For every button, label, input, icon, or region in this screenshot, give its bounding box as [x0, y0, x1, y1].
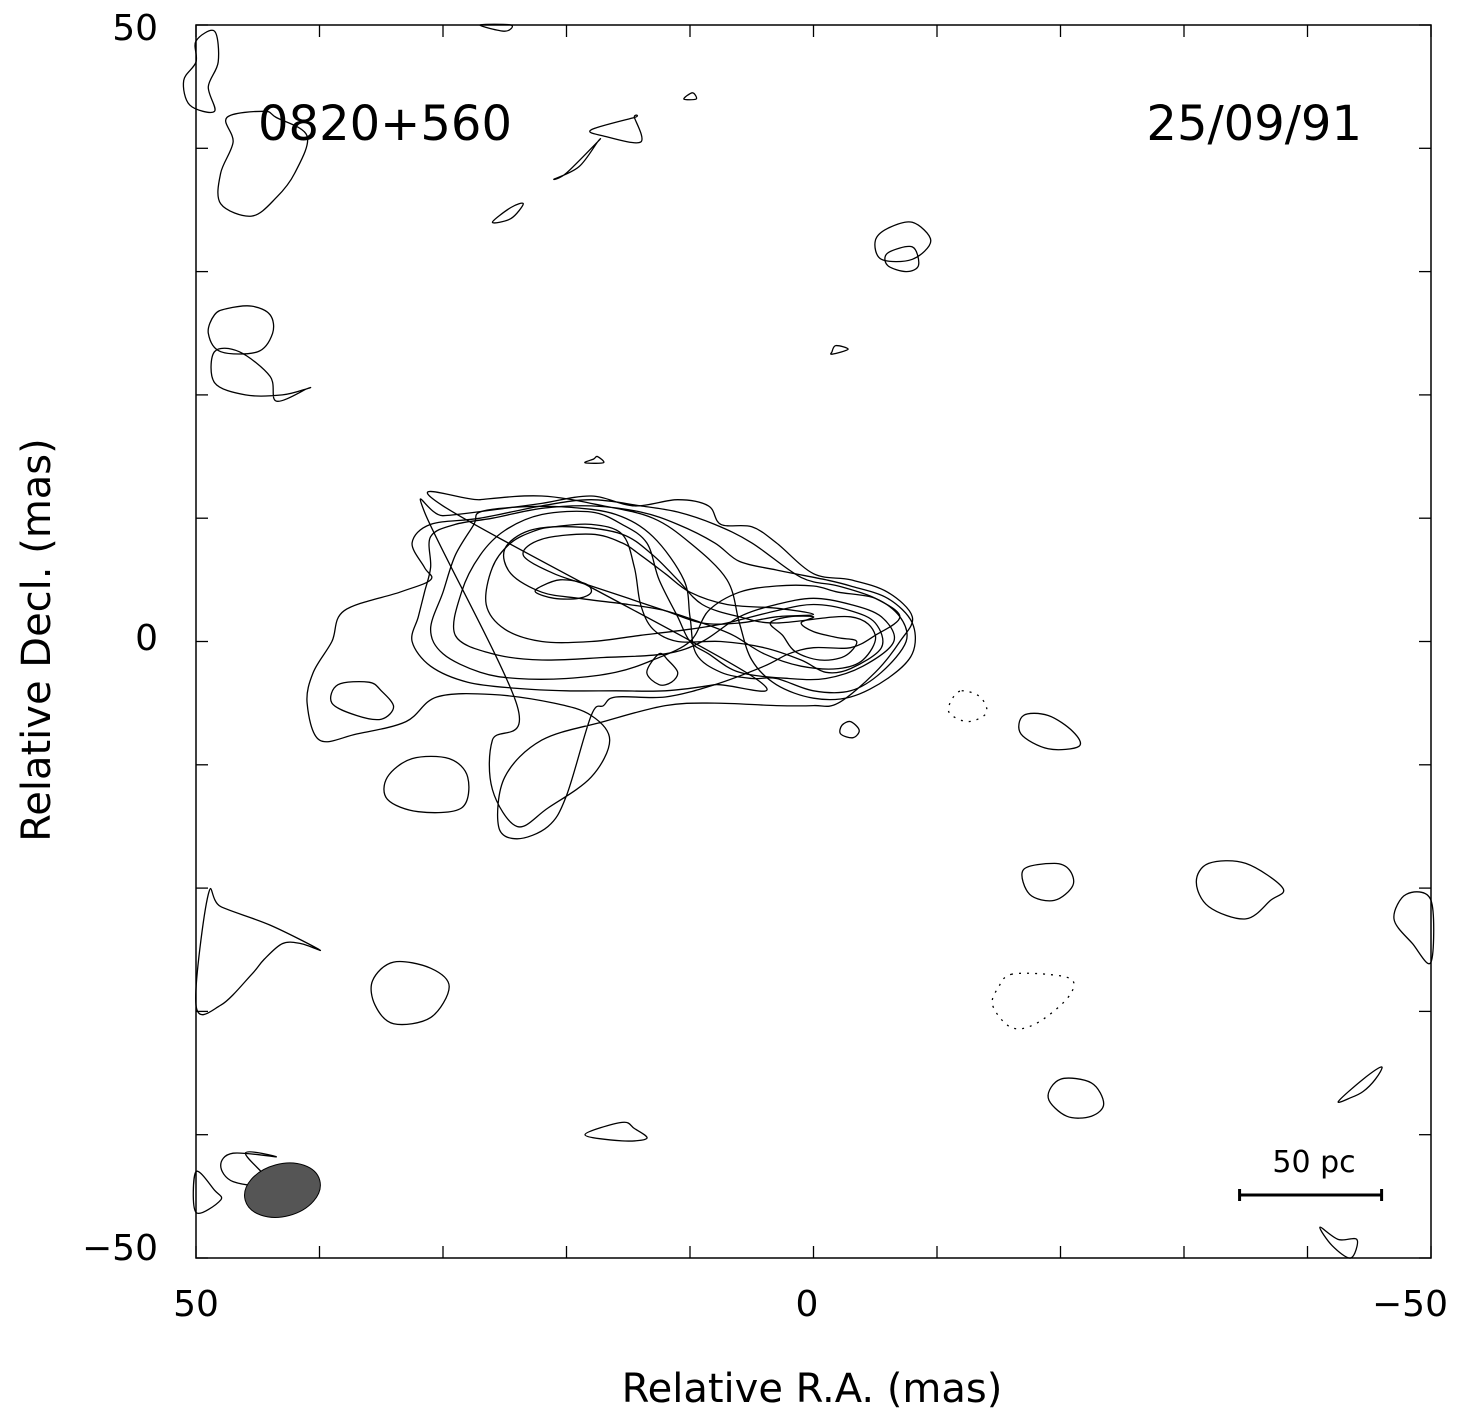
contour-27: [210, 347, 312, 402]
contour-2: [429, 505, 908, 694]
contour-0: [306, 495, 914, 840]
contour-8: [534, 579, 593, 600]
epoch-label: 25/09/91: [1146, 96, 1362, 152]
contour-22: [584, 1121, 648, 1142]
contour-39: [884, 245, 920, 273]
contour-37: [589, 114, 643, 144]
contour-21: [1337, 1066, 1383, 1104]
source-name-label: 0820+560: [258, 96, 512, 152]
contour-34: [217, 110, 309, 217]
contour-26: [195, 887, 322, 1016]
contour-11: [839, 720, 860, 739]
x-tick-label-left: 50: [173, 1284, 219, 1325]
contour-4: [485, 523, 884, 674]
scale-bar-label: 50 pc: [1272, 1145, 1355, 1180]
plot-frame: [195, 24, 1432, 1259]
contour-38: [553, 138, 602, 181]
contour-35: [479, 23, 514, 32]
contour-9: [330, 680, 395, 721]
contour-7: [769, 615, 858, 661]
x-tick-label-right: −50: [1372, 1284, 1448, 1325]
beam-ellipse: [244, 1162, 321, 1218]
contour-17: [370, 960, 450, 1026]
x-axis-label: Relative R.A. (mas): [622, 1366, 1003, 1412]
contour-20: [1047, 1077, 1105, 1119]
contour-16: [1393, 891, 1435, 965]
contour-19: [947, 690, 988, 723]
y-tick-label-mid: 0: [135, 618, 158, 659]
contour-36: [207, 305, 275, 355]
contour-23: [1319, 1226, 1359, 1259]
contour-31: [683, 92, 698, 101]
x-tick-label-mid: 0: [796, 1284, 819, 1325]
axis-ticks: [195, 24, 1432, 1259]
contour-29: [491, 202, 524, 224]
contour-25: [192, 1170, 223, 1215]
contour-30: [830, 344, 849, 355]
contour-15: [1195, 860, 1285, 920]
contour-32: [584, 455, 605, 464]
contour-13: [1018, 712, 1082, 751]
contour-3: [452, 510, 896, 681]
scale-bar: [1238, 1189, 1384, 1201]
contour-12: [383, 755, 470, 814]
y-axis-label: Relative Decl. (mas): [14, 438, 60, 842]
contour-28: [874, 221, 932, 263]
y-tick-label-bottom: −50: [82, 1228, 158, 1269]
contour-33: [182, 29, 220, 114]
contour-18: [991, 972, 1075, 1030]
y-tick-label-top: 50: [112, 8, 158, 49]
contour-14: [1021, 862, 1075, 902]
contour-10: [646, 652, 679, 686]
contour-6: [522, 533, 815, 625]
contour-lines: [182, 23, 1435, 1259]
